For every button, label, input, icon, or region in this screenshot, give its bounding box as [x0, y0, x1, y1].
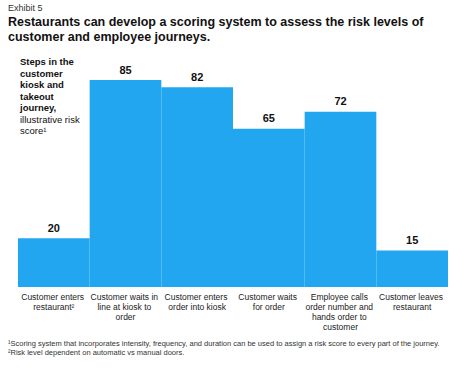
- svg-text:82: 82: [191, 71, 203, 83]
- svg-text:Customer leaves: Customer leaves: [379, 292, 445, 302]
- html-text:illustrative risk score¹: illustrative risk score¹: [20, 113, 80, 136]
- svg-text:line at kiosk to: line at kiosk to: [97, 302, 153, 312]
- html-text:Steps in the customer kiosk an: Steps in the customer kiosk and takeout …: [20, 56, 74, 113]
- html-text:Restaurants can develop a scor: Restaurants can develop a scoring system…: [8, 15, 424, 44]
- svg-text:for order: for order: [253, 302, 285, 312]
- svg-text:20: 20: [48, 222, 60, 234]
- svg-text:85: 85: [119, 64, 131, 76]
- html-text:²Risk level dependent on autom: ²Risk level dependent on automatic vs ma…: [8, 348, 185, 357]
- svg-text:65: 65: [263, 112, 275, 124]
- svg-text:order into kiosk: order into kiosk: [168, 302, 226, 312]
- svg-text:restaurant²: restaurant²: [33, 302, 74, 312]
- svg-text:Customer waits: Customer waits: [238, 292, 299, 302]
- svg-text:Customer enters: Customer enters: [21, 292, 86, 302]
- svg-text:72: 72: [334, 95, 346, 107]
- svg-text:hands order to: hands order to: [312, 312, 369, 322]
- svg-text:Employee calls: Employee calls: [311, 292, 371, 302]
- html-text:¹Scoring system that incorpora: ¹Scoring system that incorporates intens…: [8, 339, 440, 348]
- svg-text:Customer enters: Customer enters: [165, 292, 230, 302]
- svg-text:customer: customer: [323, 322, 358, 332]
- svg-text:order: order: [116, 312, 136, 322]
- html-text:Exhibit 5: Exhibit 5: [8, 3, 43, 13]
- svg-text:restaurant: restaurant: [393, 302, 432, 312]
- svg-text:15: 15: [406, 234, 418, 246]
- svg-text:Customer waits in: Customer waits in: [91, 292, 161, 302]
- svg-text:order number and: order number and: [306, 302, 376, 312]
